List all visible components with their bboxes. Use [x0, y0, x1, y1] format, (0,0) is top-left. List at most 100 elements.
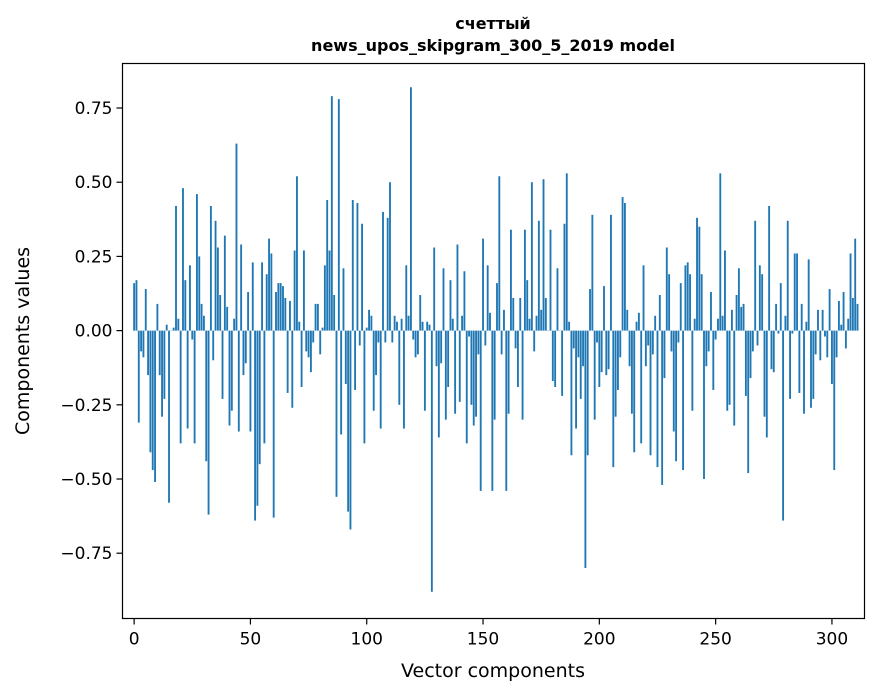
bar	[349, 330, 352, 530]
bar	[849, 253, 852, 331]
bar	[703, 330, 705, 480]
bar	[661, 330, 664, 485]
bar	[265, 274, 268, 331]
bar	[491, 330, 494, 491]
bar	[507, 330, 510, 414]
bar	[851, 297, 854, 331]
bar	[221, 330, 224, 399]
x-axis-label: Vector components	[401, 660, 585, 682]
y-tick-label: 0.00	[75, 322, 113, 342]
bar	[403, 330, 405, 429]
bar	[854, 238, 857, 331]
bar	[617, 330, 619, 390]
bar	[623, 202, 626, 331]
bar	[151, 330, 154, 471]
bar	[212, 330, 215, 361]
bar	[463, 271, 466, 331]
bar	[156, 303, 159, 331]
bar	[751, 330, 754, 352]
bar	[272, 330, 275, 518]
bar	[551, 330, 554, 382]
bar	[710, 292, 712, 331]
bar	[486, 265, 489, 331]
bar	[351, 200, 354, 331]
bar	[691, 330, 694, 411]
bar	[672, 330, 675, 432]
bar	[614, 330, 617, 417]
bar	[163, 330, 166, 399]
bar	[589, 289, 591, 331]
bar	[440, 330, 443, 364]
bar	[640, 330, 643, 444]
bar	[670, 330, 673, 352]
bar	[586, 330, 589, 456]
bar	[654, 315, 657, 331]
bar	[544, 297, 547, 331]
bar	[765, 330, 768, 438]
bar	[382, 211, 384, 331]
bar	[326, 200, 329, 331]
bar	[749, 330, 752, 379]
bar	[296, 176, 298, 331]
bar	[458, 330, 461, 402]
bar	[389, 182, 391, 331]
bar	[270, 253, 273, 331]
bar	[412, 330, 415, 340]
bar	[537, 220, 540, 331]
bar	[356, 202, 359, 331]
bar	[189, 265, 191, 331]
bar	[135, 280, 138, 331]
bar	[400, 318, 403, 331]
bar	[635, 321, 638, 331]
bar	[742, 303, 745, 331]
bar	[828, 289, 831, 331]
bar	[793, 253, 796, 331]
bar	[496, 283, 498, 331]
bar	[803, 330, 805, 414]
bar	[824, 330, 826, 337]
bar	[282, 286, 284, 331]
bar	[842, 292, 845, 331]
bar	[561, 330, 564, 396]
bar	[316, 303, 319, 331]
bar	[284, 297, 287, 331]
bar	[649, 330, 652, 456]
bar	[612, 330, 615, 468]
chart-title-line2: news_upos_skipgram_300_5_2019 model	[311, 36, 675, 55]
bar	[768, 205, 771, 331]
bar	[291, 330, 294, 408]
x-axis-ticks: 0 50 100 150 200 250 300	[129, 618, 848, 650]
bar	[277, 283, 280, 331]
bar	[791, 330, 794, 334]
bar	[196, 194, 198, 331]
bar	[700, 274, 703, 331]
bar	[307, 330, 310, 358]
bar	[433, 247, 436, 331]
bar	[847, 318, 850, 331]
bar	[647, 330, 650, 346]
bar	[396, 321, 398, 331]
bar	[309, 330, 312, 373]
bar	[668, 274, 671, 331]
bar	[228, 330, 231, 426]
bar	[300, 330, 303, 387]
bar	[154, 330, 156, 482]
bar	[737, 268, 740, 331]
bar	[712, 330, 715, 390]
bar	[223, 235, 226, 331]
bar	[226, 306, 229, 331]
bar	[165, 324, 168, 331]
y-tick-label: 0.50	[75, 173, 113, 193]
bar	[819, 330, 822, 361]
bar	[437, 330, 440, 438]
bar	[472, 330, 475, 426]
y-tick-label: −0.75	[60, 544, 112, 564]
plot-frame	[121, 62, 866, 620]
bar	[582, 330, 584, 367]
bar	[293, 250, 296, 331]
bar	[465, 330, 468, 444]
bar	[503, 309, 505, 331]
bar	[554, 330, 557, 387]
y-axis-label: Components values	[12, 247, 34, 435]
bar	[500, 330, 503, 355]
